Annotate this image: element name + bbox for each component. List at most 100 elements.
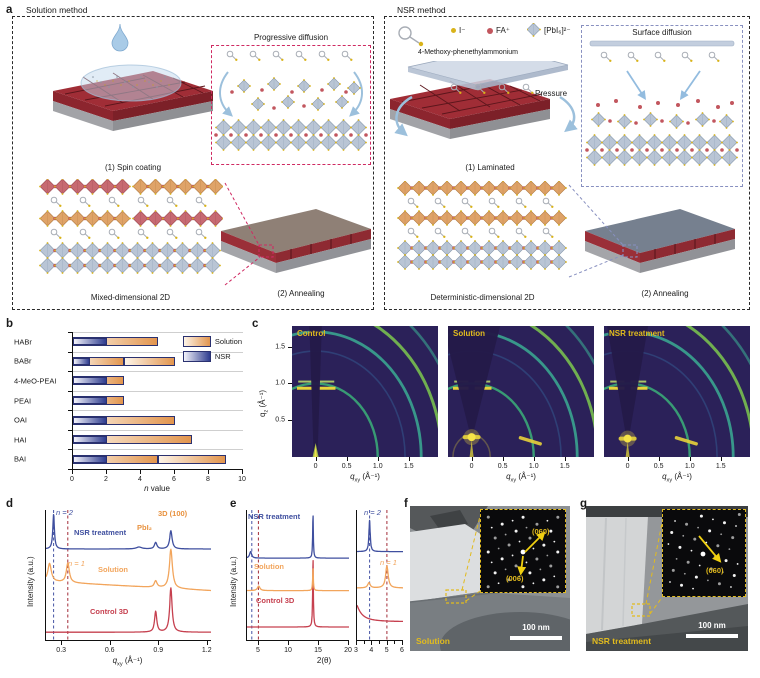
giwaxs-map-label: Control <box>297 329 326 338</box>
d-annotation-n1: n = 1 <box>68 559 85 568</box>
tick-mark <box>627 457 629 461</box>
fa-dot-icon <box>487 27 493 34</box>
tem-image-solution: (060) (006) Solution 100 nm <box>410 506 570 651</box>
e-control-label: Control 3D <box>256 596 295 605</box>
giwaxs-x-axis: 0 0.5 1.0 1.5 <box>448 457 594 471</box>
y-tick-mark <box>68 429 72 431</box>
tick-mark <box>471 457 473 461</box>
tem-image-nsr: (060) NSR treatment 100 nm <box>586 506 748 651</box>
tick-mark <box>106 470 107 474</box>
giwaxs-map-label: NSR treatment <box>609 329 665 338</box>
giwaxs-map: Solution 0 0.5 1.0 1.5 qxy (Å⁻¹) <box>448 326 594 487</box>
tick-label: 8 <box>206 476 210 483</box>
giwaxs-x-label: qxy (Å⁻¹) <box>662 472 692 484</box>
g-scale-text: 100 nm <box>698 621 726 630</box>
y-tick-mark <box>68 351 72 353</box>
minor-tick-mark <box>363 641 365 644</box>
tick-mark <box>658 457 660 461</box>
progressive-diffusion-title: Progressive diffusion <box>253 33 329 42</box>
tick-mark <box>258 641 259 645</box>
iodide-dot-icon <box>451 28 456 33</box>
tick-label: 1.5 <box>715 463 726 470</box>
tick-label: 0.9 <box>153 647 164 654</box>
y-tick-mark <box>68 332 72 333</box>
panel-b-letter: b <box>6 318 14 330</box>
grid-line <box>73 332 243 333</box>
annealing-film-right <box>585 209 735 273</box>
x-label-italic: n <box>144 484 149 493</box>
tick-label: 10 <box>284 647 292 654</box>
panel-a-letter: a <box>6 4 13 16</box>
y-label-unit: (Å⁻¹) <box>258 389 267 410</box>
grid-line <box>73 390 243 392</box>
panel-d-letter: d <box>6 498 14 510</box>
solution-method-box: (1) Spin coating Progressive diffusion M… <box>12 16 374 310</box>
d-x-label-unit: (Å⁻¹) <box>122 656 143 665</box>
tick-mark <box>315 457 317 461</box>
y-tick-mark <box>68 410 72 412</box>
e-annotation-n2: n = 2 <box>364 508 381 517</box>
legend-nsr-label: NSR <box>214 352 231 361</box>
tick-mark <box>109 641 111 645</box>
annealing-caption-right: (2) Annealing <box>641 289 689 298</box>
nsr-method-title: NSR method <box>397 5 446 15</box>
tick-mark <box>174 470 175 474</box>
minor-tick-mark <box>394 641 396 644</box>
tick-label: 10 <box>238 476 246 483</box>
category-label: BABr <box>14 356 32 366</box>
tick-label: 4 <box>138 476 142 483</box>
f-spot-006-label: (006) <box>506 574 524 583</box>
diffraction-inset-g <box>662 509 746 597</box>
tick-mark <box>140 470 141 474</box>
tick-mark <box>158 641 160 645</box>
bar-nsr <box>73 436 107 444</box>
nsr-swatch <box>182 351 211 362</box>
giwaxs-x-label: qxy (Å⁻¹) <box>350 472 380 484</box>
e-left-plot-frame <box>246 510 349 641</box>
e-annotation-n1: n = 1 <box>380 558 397 567</box>
tick-label: 3 <box>354 647 358 654</box>
mixed-2d-label: Mixed-dimensional 2D <box>90 293 171 302</box>
e-right-x-axis: 3 4 5 6 <box>354 641 404 655</box>
g-sample-label: NSR treatment <box>592 636 652 646</box>
bar-nsr <box>73 338 107 346</box>
spin-coating-illustration <box>53 64 213 131</box>
tick-label: 0.6 <box>104 647 115 654</box>
y-tick-label: 0.5 <box>275 416 285 424</box>
bar-nsr <box>73 357 90 365</box>
g-scale-bar <box>686 634 738 638</box>
tick-label: 0 <box>70 476 74 483</box>
bar-chart-x-label: n value <box>72 484 242 493</box>
surface-diffusion-box: Surface diffusion <box>581 25 743 187</box>
mixed-2d-stack-illustration <box>39 179 223 274</box>
tick-label: 6 <box>172 476 176 483</box>
bar-chart-panel: HABr BABr 4-MeO-PEAI PEAI OAI HAI BAI 0 2 4 6 8 10 … <box>14 324 246 496</box>
tick-label: 0 <box>313 463 318 470</box>
fa-label: FA⁺ <box>496 26 511 35</box>
tick-label: 20 <box>344 647 352 654</box>
y-tick-mark <box>288 420 292 422</box>
progressive-diffusion-box <box>211 45 371 165</box>
tick-mark <box>72 470 73 474</box>
iodide-label: I⁻ <box>459 26 466 35</box>
pressure-label: Pressure <box>535 89 568 98</box>
tick-label: 1.5 <box>403 463 414 470</box>
category-label: PEAI <box>14 396 32 405</box>
tick-mark <box>348 641 349 645</box>
tick-label: 1.5 <box>559 463 570 470</box>
e-solution-label: Solution <box>254 562 284 571</box>
giwaxs-map-label: Solution <box>453 329 485 338</box>
panel-e-letter: e <box>230 498 237 510</box>
tick-mark <box>288 641 289 645</box>
category-label: 4-MeO-PEAI <box>14 376 57 386</box>
d-plot-frame <box>45 510 211 641</box>
molecule-name: 4-Methoxy-phenethylammonium <box>418 49 518 56</box>
d-nsr-label: NSR treatment <box>74 528 127 537</box>
tick-label: 1.0 <box>372 463 383 470</box>
surface-diffusion-illustration <box>585 40 739 166</box>
x-label-rest: value <box>148 484 170 493</box>
tick-mark <box>502 457 504 461</box>
bar-chart-x-axis: 0 2 4 6 8 10 <box>70 470 246 484</box>
qxy-spectrum-panel: Intensity (a.u.) 0.3 0.6 0.9 1.2 qxy (Å⁻¹) … <box>10 502 218 678</box>
